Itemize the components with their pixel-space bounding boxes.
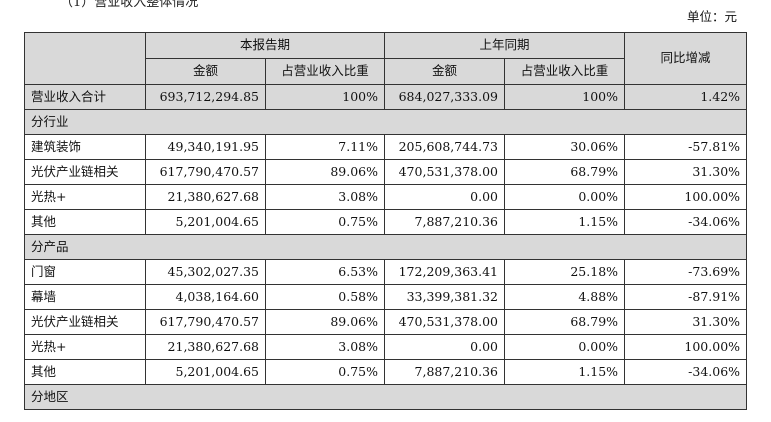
section-row-region: 分地区: [23, 384, 748, 410]
table-row: 光热+ 21,380,627.68 3.08% 0.00 0.00% 100.0…: [24, 334, 748, 360]
yoy-change-cell: 100.00%: [624, 184, 748, 210]
section-row-industry: 分行业: [23, 109, 748, 135]
prior-amount-cell: 470,531,378.00: [384, 309, 506, 335]
table-header: 本报告期 上年同期 同比增减 金额 占营业收入比重 金额 占营业收入比重: [24, 32, 748, 85]
table-row: 光伏产业链相关 617,790,470.57 89.06% 470,531,37…: [24, 159, 748, 185]
current-share-cell: 0.58%: [264, 284, 386, 310]
prior-share-cell: 4.88%: [504, 284, 626, 310]
yoy-change-cell: -87.91%: [624, 284, 748, 310]
yoy-change-cell: 100.00%: [624, 334, 748, 360]
yoy-change-cell: -34.06%: [624, 359, 748, 385]
row-label: 营业收入合计: [24, 84, 146, 110]
prior-amount-cell: 7,887,210.36: [384, 359, 506, 385]
section-row-product: 分产品: [23, 234, 748, 260]
prior-amount-cell: 172,209,363.41: [384, 259, 506, 285]
current-share-cell: 89.06%: [264, 309, 386, 335]
current-share-cell: 100%: [264, 84, 386, 110]
header-prior-amount: 金额: [384, 58, 506, 85]
current-share-cell: 0.75%: [264, 359, 386, 385]
yoy-change-cell: -34.06%: [624, 209, 748, 235]
row-label: 光热+: [24, 334, 146, 360]
header-current-amount: 金额: [145, 58, 266, 85]
prior-amount-cell: 205,608,744.73: [384, 134, 506, 160]
row-label: 光伏产业链相关: [24, 309, 146, 335]
current-amount-cell: 49,340,191.95: [145, 134, 266, 160]
current-amount-cell: 617,790,470.57: [145, 309, 266, 335]
header-current-period: 本报告期: [144, 32, 386, 59]
section-title: 分行业: [23, 109, 748, 135]
current-share-cell: 89.06%: [264, 159, 386, 185]
table-row: 光伏产业链相关 617,790,470.57 89.06% 470,531,37…: [24, 309, 748, 335]
row-label: 光热+: [24, 184, 146, 210]
yoy-change-cell: -57.81%: [624, 134, 748, 160]
current-amount-cell: 21,380,627.68: [145, 334, 266, 360]
current-share-cell: 0.75%: [264, 209, 386, 235]
section-heading-cropped: （1）营业收入整体情况: [60, 0, 199, 10]
table-row: 幕墙 4,038,164.60 0.58% 33,399,381.32 4.88…: [24, 284, 748, 310]
yoy-change-cell: 31.30%: [624, 309, 748, 335]
current-amount-cell: 617,790,470.57: [145, 159, 266, 185]
current-share-cell: 3.08%: [264, 334, 386, 360]
prior-amount-cell: 0.00: [384, 334, 506, 360]
section-title: 分产品: [23, 234, 748, 260]
current-amount-cell: 693,712,294.85: [145, 84, 266, 110]
revenue-composition-table: 本报告期 上年同期 同比增减 金额 占营业收入比重 金额 占营业收入比重 营业收…: [23, 32, 748, 410]
table-row: 光热+ 21,380,627.68 3.08% 0.00 0.00% 100.0…: [24, 184, 748, 210]
prior-amount-cell: 7,887,210.36: [384, 209, 506, 235]
table-row: 门窗 45,302,027.35 6.53% 172,209,363.41 25…: [24, 259, 748, 285]
prior-amount-cell: 684,027,333.09: [384, 84, 506, 110]
row-label: 其他: [24, 209, 146, 235]
prior-amount-cell: 470,531,378.00: [384, 159, 506, 185]
current-amount-cell: 45,302,027.35: [145, 259, 266, 285]
table-row: 建筑装饰 49,340,191.95 7.11% 205,608,744.73 …: [24, 134, 748, 160]
yoy-change-cell: -73.69%: [624, 259, 748, 285]
row-label: 其他: [24, 359, 146, 385]
current-amount-cell: 5,201,004.65: [145, 209, 266, 235]
header-blank-cell: [24, 32, 146, 85]
prior-share-cell: 0.00%: [504, 334, 626, 360]
current-amount-cell: 5,201,004.65: [145, 359, 266, 385]
prior-share-cell: 100%: [504, 84, 626, 110]
prior-share-cell: 0.00%: [504, 184, 626, 210]
section-title: 分地区: [23, 384, 748, 410]
prior-amount-cell: 33,399,381.32: [384, 284, 506, 310]
header-prior-period: 上年同期: [384, 32, 626, 59]
header-yoy-change: 同比增减: [624, 32, 748, 85]
prior-share-cell: 1.15%: [504, 209, 626, 235]
header-sub-row: 金额 占营业收入比重 金额 占营业收入比重: [25, 58, 747, 85]
total-row: 营业收入合计 693,712,294.85 100% 684,027,333.0…: [24, 84, 748, 110]
table-body: 营业收入合计 693,712,294.85 100% 684,027,333.0…: [23, 84, 748, 410]
prior-share-cell: 68.79%: [504, 159, 626, 185]
row-label: 光伏产业链相关: [24, 159, 146, 185]
header-prior-share: 占营业收入比重: [504, 58, 626, 85]
table-row: 其他 5,201,004.65 0.75% 7,887,210.36 1.15%…: [24, 209, 748, 235]
prior-share-cell: 25.18%: [504, 259, 626, 285]
prior-share-cell: 1.15%: [504, 359, 626, 385]
unit-label: 单位：元: [686, 9, 737, 24]
yoy-change-cell: 1.42%: [624, 84, 748, 110]
prior-amount-cell: 0.00: [384, 184, 506, 210]
header-current-share: 占营业收入比重: [264, 58, 386, 85]
prior-share-cell: 30.06%: [504, 134, 626, 160]
header-band-row: 本报告期 上年同期 同比增减: [24, 32, 748, 85]
current-amount-cell: 4,038,164.60: [145, 284, 266, 310]
current-share-cell: 7.11%: [264, 134, 386, 160]
row-label: 建筑装饰: [24, 134, 146, 160]
yoy-change-cell: 31.30%: [624, 159, 748, 185]
current-share-cell: 6.53%: [264, 259, 386, 285]
prior-share-cell: 68.79%: [504, 309, 626, 335]
current-amount-cell: 21,380,627.68: [145, 184, 266, 210]
table-row: 其他 5,201,004.65 0.75% 7,887,210.36 1.15%…: [24, 359, 748, 385]
current-share-cell: 3.08%: [264, 184, 386, 210]
row-label: 幕墙: [24, 284, 146, 310]
row-label: 门窗: [24, 259, 146, 285]
